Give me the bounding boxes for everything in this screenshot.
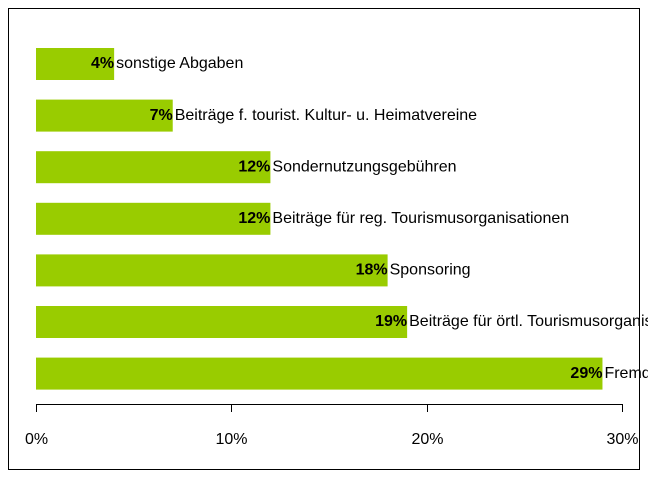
category-label: Sondernutzungsgebühren <box>272 158 456 175</box>
category-label: Beiträge f. tourist. Kultur- u. Heimatve… <box>175 107 477 124</box>
value-label: 4% <box>91 55 114 72</box>
bar <box>36 202 271 235</box>
value-label: 19% <box>375 313 407 330</box>
bar <box>36 306 408 338</box>
category-label: Sponsoring <box>390 262 471 279</box>
bar <box>36 99 173 132</box>
value-label: 7% <box>150 107 173 124</box>
value-label: 12% <box>238 210 270 227</box>
value-label: 12% <box>238 158 270 175</box>
bar <box>36 357 603 390</box>
x-tick-label: 30% <box>606 431 638 448</box>
x-tick-label: 10% <box>215 431 247 448</box>
chart-frame <box>8 8 640 470</box>
category-label: Beiträge für örtl. Tourismusorganisat. <box>409 313 648 330</box>
value-label: 18% <box>356 262 388 279</box>
x-tick-label: 20% <box>411 431 443 448</box>
bar <box>36 151 271 184</box>
category-label: Beiträge für reg. Tourismusorganisatione… <box>272 210 569 227</box>
category-label: Fremdenverkehrsabgabe <box>604 365 648 382</box>
x-tick-label: 0% <box>25 431 48 448</box>
category-label: sonstige Abgaben <box>116 55 243 72</box>
bar <box>36 254 388 287</box>
value-label: 29% <box>570 365 602 382</box>
bar <box>36 48 115 80</box>
